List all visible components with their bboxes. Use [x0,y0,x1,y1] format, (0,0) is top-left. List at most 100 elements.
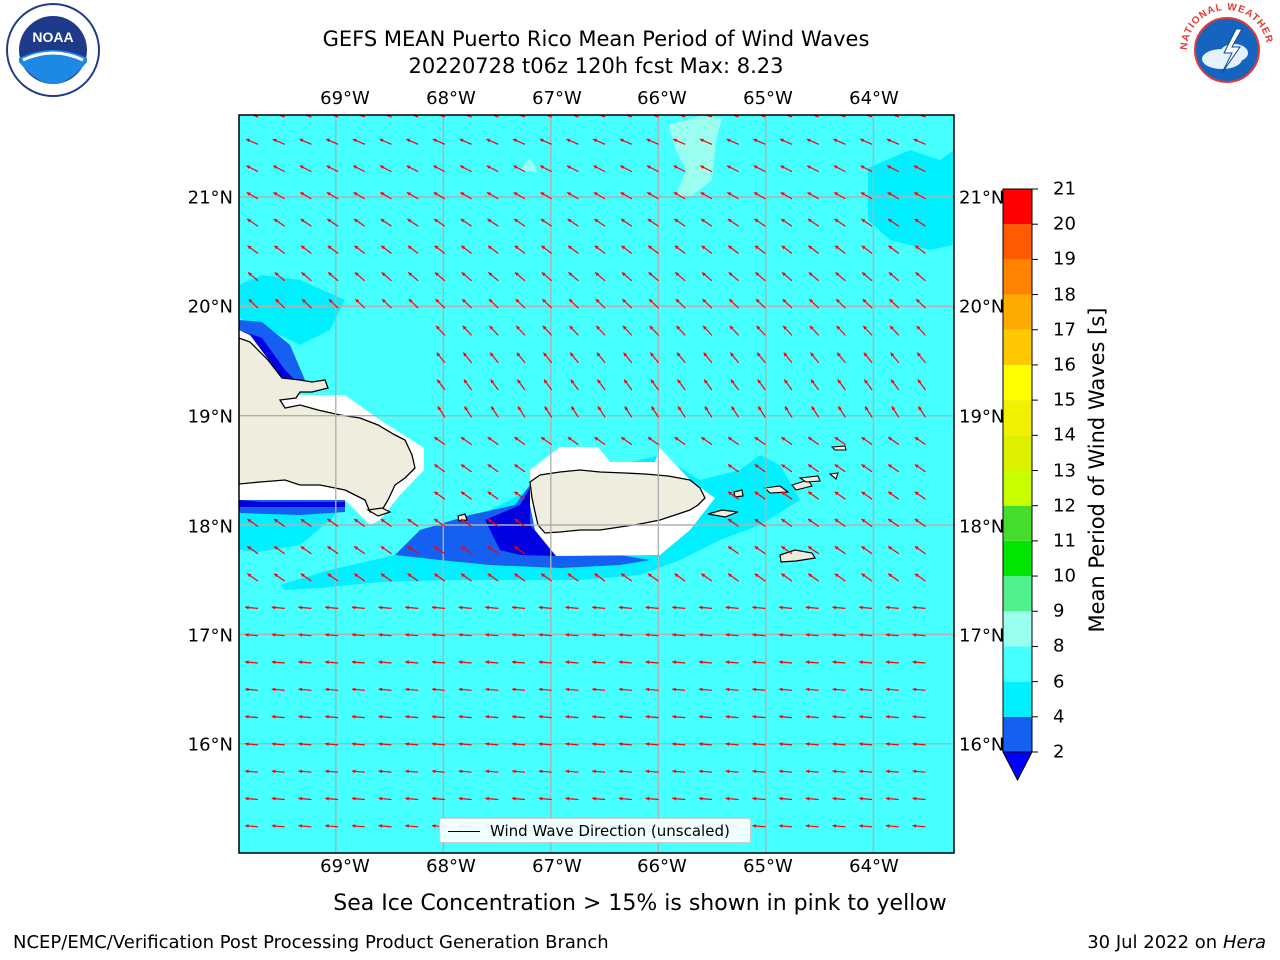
wind-arrow [458,714,472,719]
wind-arrow [431,632,445,637]
wind-arrow [888,298,900,309]
wind-arrow [647,436,659,446]
wind-arrow [273,191,286,200]
wind-arrow [538,632,552,637]
virgin-island [791,479,813,491]
lat-tick-left: 17°N [187,625,233,647]
wind-arrow [539,138,552,145]
wind-arrow [701,271,713,282]
wind-arrow [647,245,659,254]
wind-arrow [914,218,926,227]
wind-arrow [248,298,259,309]
colorbar-tick-label: 15 [1053,389,1076,411]
wind-arrow [247,573,259,582]
wind-arrow [300,218,312,227]
colorbar-band [1003,189,1032,225]
wind-arrow [618,742,632,746]
wind-arrow [271,632,285,637]
wind-arrow [244,605,259,610]
colorbar-band [1003,646,1032,682]
wind-arrow [437,406,446,418]
lat-tick-left: 18°N [187,516,233,538]
wind-arrow [566,191,579,200]
wind-arrow [380,245,392,254]
wind-arrow [780,218,793,227]
wind-arrow [618,632,632,637]
wind-arrow [596,352,606,364]
wind-arrow [540,245,553,254]
wind-arrow [485,687,499,692]
wind-arrow [431,714,445,719]
wind-arrow [487,491,499,500]
wind-arrow [487,245,499,254]
wind-arrow [486,165,499,173]
wind-arrow [808,271,820,282]
wind-arrow [699,138,713,145]
colorbar-tick-label: 18 [1053,284,1076,306]
wind-arrow [513,191,526,200]
wind-arrow [778,660,793,665]
wind-arrow [700,191,713,200]
wind-arrow [486,191,499,200]
nws-logo: NATIONAL WEATHER SERVICE [1178,1,1274,97]
wind-arrow [888,245,900,254]
wind-arrow [405,796,419,801]
wind-arrow [805,632,819,637]
wind-arrow [460,463,472,473]
wind-arrow [301,298,312,309]
wind-arrow [754,436,766,446]
wind-arrow [271,796,285,801]
wind-arrow [432,138,446,145]
wind-arrow [516,379,526,391]
mona-island [457,513,468,522]
wind-arrow [244,769,259,774]
colorbar-tick-label: 8 [1053,635,1065,657]
wind-arrow [274,298,286,309]
wind-arrow [379,191,392,200]
wind-arrow [834,245,846,254]
wind-arrow [271,824,285,828]
colorbar-tick-label: 4 [1053,706,1065,728]
wind-arrow [618,769,632,774]
wind-arrow [326,218,339,227]
wind-arrow [538,769,552,774]
colorbar-band [1003,681,1032,717]
wind-arrow [326,165,339,173]
wind-arrow [487,436,499,446]
wind-arrow [299,191,312,200]
wind-arrow [464,406,473,418]
wind-arrow [752,796,766,801]
wind-arrow [885,714,899,719]
wind-arrow [861,518,873,527]
wind-arrow [859,660,873,665]
wind-arrow [567,573,579,582]
wind-arrow [778,714,793,719]
lat-tick-right: 16°N [959,734,1005,756]
wind-arrow [511,605,526,610]
footer-credit: NCEP/EMC/Verification Post Processing Pr… [13,932,609,953]
virgin-island [763,485,790,494]
wind-arrow [460,573,472,582]
wind-arrow [916,352,926,364]
colorbar-band [1003,540,1032,577]
wind-arrow [327,573,339,582]
wind-arrow [646,138,659,145]
wind-arrow [516,352,526,364]
wind-arrow [460,545,472,555]
wind-arrow [463,379,473,391]
wind-arrow [729,352,740,364]
wind-arrow [271,714,285,719]
wind-arrow [620,573,633,582]
wind-arrow [565,632,579,637]
wind-arrow [327,518,339,527]
light-shade-patch [668,116,722,196]
wind-arrow [623,379,633,391]
wind-arrow [730,379,740,391]
virgin-island [830,445,847,451]
wind-arrow [565,605,579,610]
wind-arrow [754,573,766,582]
wind-arrow [675,298,686,309]
wind-arrow [618,660,632,665]
wind-arrow [805,714,819,719]
